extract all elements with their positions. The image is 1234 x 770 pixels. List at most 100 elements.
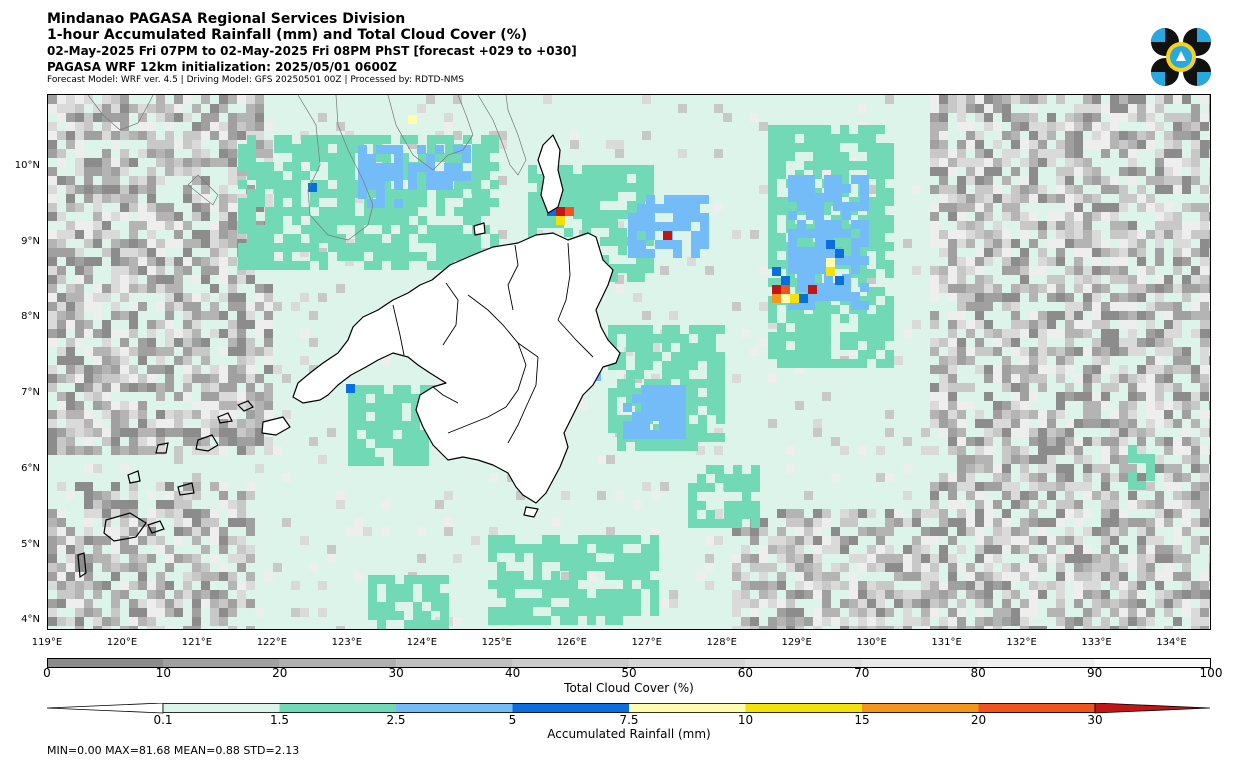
cloud-cell (57, 536, 66, 545)
cloud-cell (786, 599, 795, 608)
rain-cell (605, 571, 614, 580)
cloud-cell (1083, 626, 1092, 629)
cloud-cell (975, 194, 984, 203)
rain-cell (533, 580, 542, 589)
rain-cell (400, 171, 409, 180)
cloud-cell (957, 104, 966, 113)
cloud-cell (975, 284, 984, 293)
rain-cell (481, 225, 490, 234)
cloud-cell (1047, 554, 1056, 563)
cloud-cell (57, 293, 66, 302)
cloud-cell (1038, 194, 1047, 203)
cloud-cell (1137, 608, 1146, 617)
cloud-cell (1056, 194, 1065, 203)
rain-cell (472, 189, 481, 198)
rain-cell (319, 252, 328, 261)
cloud-cell (813, 545, 822, 554)
cloud-cell (930, 392, 939, 401)
cloud-cell (1029, 194, 1038, 203)
cloud-cell (1146, 320, 1155, 329)
rain-cell (256, 243, 265, 252)
rain-colorbar-segment (163, 703, 280, 713)
cloud-colorbar-segment (279, 658, 397, 668)
cloud-cell (993, 500, 1002, 509)
cloud-cell (1209, 365, 1210, 374)
rain-cell (402, 385, 411, 394)
cloud-cell (957, 599, 966, 608)
cloud-cell (1200, 149, 1209, 158)
cloud-cell (75, 554, 84, 563)
cloud-cell (1020, 122, 1029, 131)
rain-cell (587, 562, 596, 571)
cloud-cell (1155, 392, 1164, 401)
rain-cell (247, 135, 256, 144)
rain-cell (1137, 454, 1146, 463)
rain-cell (569, 562, 578, 571)
rain-cell (542, 580, 551, 589)
cloud-cell (75, 599, 84, 608)
cloud-cell (1029, 221, 1038, 230)
rain-cell (688, 492, 697, 501)
cloud-cell (246, 554, 255, 563)
rain-cell (698, 397, 707, 406)
cloud-cell (201, 527, 210, 536)
rain-cell (582, 192, 591, 201)
cloud-cell (84, 302, 93, 311)
cloud-cell (1110, 383, 1119, 392)
cloud-cell (1029, 104, 1038, 113)
cloud-cell (129, 554, 138, 563)
cloud-cell (336, 122, 345, 131)
rain-cell (867, 197, 876, 206)
cloud-cell (831, 437, 840, 446)
cloud-cell (120, 104, 129, 113)
cloud-cell (165, 158, 174, 167)
cloud-cell (1038, 536, 1047, 545)
cloud-cell (1209, 311, 1210, 320)
cloud-cell (138, 212, 147, 221)
cloud-cell (1164, 446, 1173, 455)
cloud-cell (183, 293, 192, 302)
rain-cell (578, 553, 587, 562)
rainfall-map (47, 94, 1211, 630)
rain-cell (659, 385, 668, 394)
cloud-cell (894, 563, 903, 572)
cloud-cell (201, 293, 210, 302)
cloud-cell (75, 419, 84, 428)
rain-cell (707, 343, 716, 352)
cloud-cell (975, 545, 984, 554)
cloud-cell (237, 329, 246, 338)
cloud-cell (201, 437, 210, 446)
cloud-cell (1020, 563, 1029, 572)
rain-cell (867, 314, 876, 323)
cloud-cell (192, 563, 201, 572)
cloud-cell (228, 401, 237, 410)
cloud-cell (1029, 509, 1038, 518)
rain-cell (373, 243, 382, 252)
cloud-cell (714, 509, 723, 518)
cloud-cell (966, 239, 975, 248)
cloud-cell (885, 590, 894, 599)
rain-cell (623, 571, 632, 580)
cloud-cell (246, 437, 255, 446)
cloud-cell (192, 437, 201, 446)
cloud-cell (1038, 257, 1047, 266)
cloud-cell (993, 410, 1002, 419)
rain-colorbar-tick: 10 (737, 713, 754, 727)
rain-cell (689, 379, 698, 388)
cloud-cell (1065, 122, 1074, 131)
rain-cell (355, 234, 364, 243)
rain-cell (659, 403, 668, 412)
cloud-cell (1209, 212, 1210, 221)
cloud-cell (93, 491, 102, 500)
cloud-cell (237, 122, 246, 131)
rain-cell (733, 474, 742, 483)
cloud-cell (129, 329, 138, 338)
cloud-cell (165, 383, 174, 392)
cloud-cell (1173, 419, 1182, 428)
cloud-cell (1200, 230, 1209, 239)
cloud-cell (1029, 167, 1038, 176)
cloud-cell (228, 500, 237, 509)
rain-cell (851, 202, 860, 211)
rain-cell (394, 181, 403, 190)
cloud-cell (1083, 527, 1092, 536)
